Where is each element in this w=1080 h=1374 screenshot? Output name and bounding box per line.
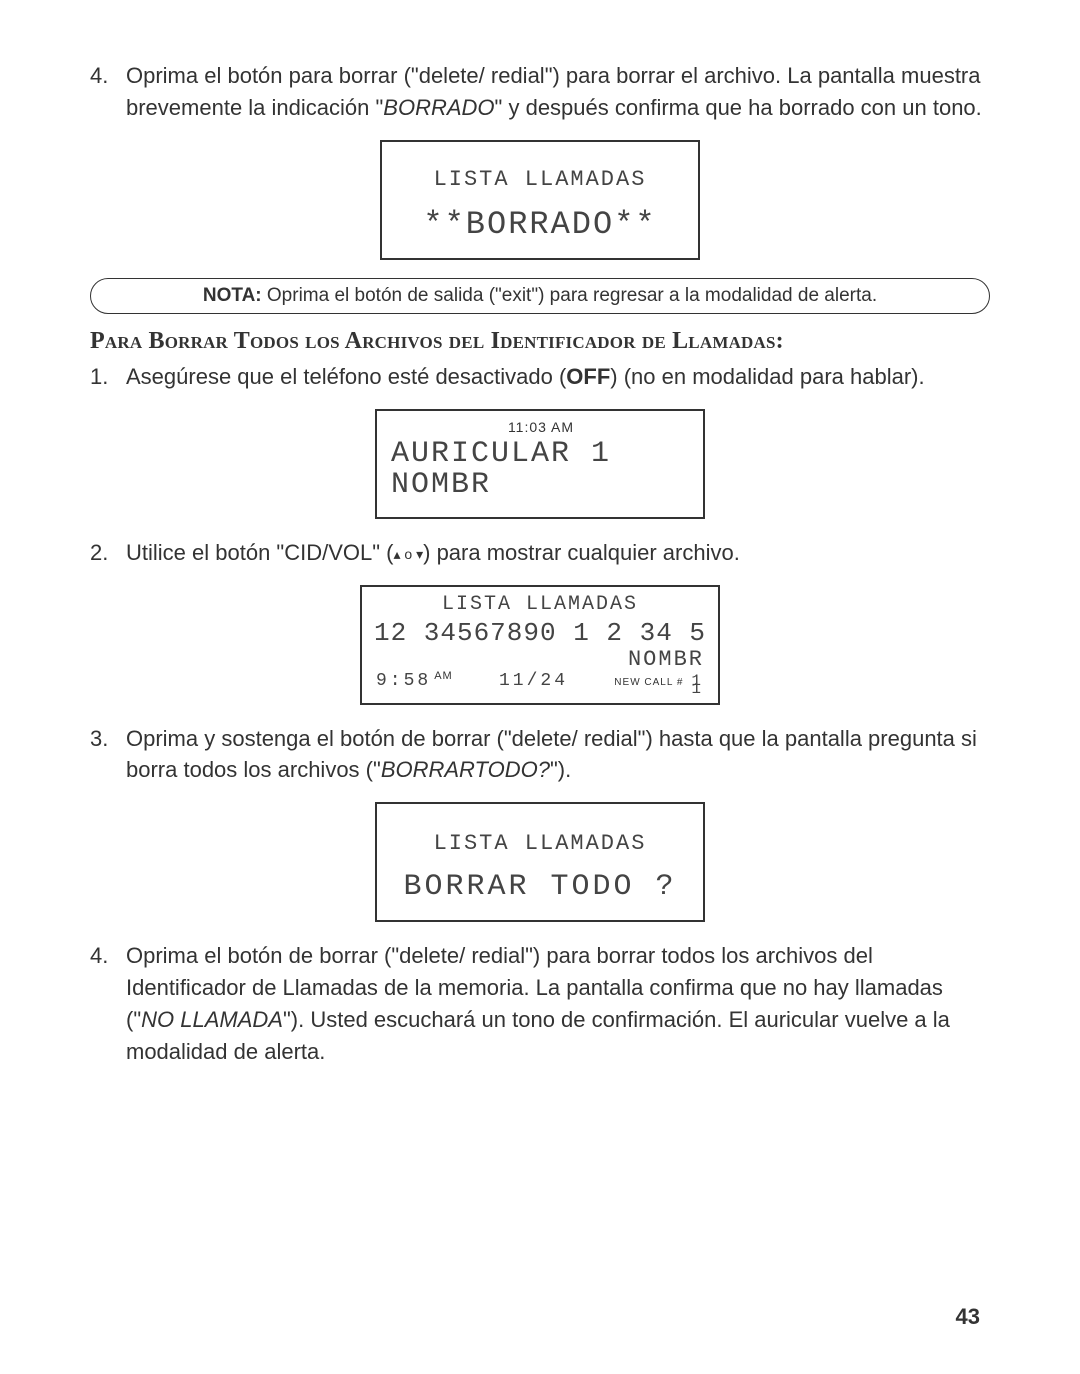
page-number: 43 bbox=[956, 1304, 980, 1330]
note-rest: Oprima el botón de salida ("exit") para … bbox=[262, 285, 877, 306]
step-2-arrows: ▴ o ▾ bbox=[394, 544, 424, 564]
lcd1-line2: **BORRADO** bbox=[423, 206, 656, 243]
lcd2-time: 11:03 AM bbox=[391, 419, 691, 435]
lcd3-newcall-label: NEW CALL # bbox=[614, 678, 683, 687]
step-1-num: 1. bbox=[90, 361, 126, 393]
step-4a-body: Oprima el botón para borrar ("delete/ re… bbox=[126, 60, 990, 124]
step-1-pre: Asegúrese que el teléfono esté desactiva… bbox=[126, 364, 566, 389]
lcd3-time: 9:58 bbox=[376, 671, 431, 691]
step-3-ital: BORRARTODO? bbox=[381, 757, 550, 782]
step-4a-ital: BORRADO bbox=[383, 95, 494, 120]
lcd3-number: 12 34567890 1 2 34 5 bbox=[370, 618, 710, 648]
lcd4-top: LISTA LLAMADAS bbox=[434, 831, 647, 856]
step-3-post: "). bbox=[550, 757, 571, 782]
step-3-body: Oprima y sostenga el botón de borrar ("d… bbox=[126, 723, 990, 787]
step-2-body: Utilice el botón "CID/VOL" (▴ o ▾) para … bbox=[126, 537, 990, 569]
step-3: 3. Oprima y sostenga el botón de borrar … bbox=[90, 723, 990, 787]
step-4a-post: " y después confirma que ha borrado con … bbox=[495, 95, 982, 120]
note-bold: NOTA: bbox=[203, 285, 262, 306]
lcd3-newcall: NEW CALL # bbox=[614, 678, 683, 687]
lcd3-am: AM bbox=[434, 670, 453, 682]
lcd2-line2: NOMBR bbox=[391, 470, 491, 500]
step-3-num: 3. bbox=[90, 723, 126, 787]
lcd1-line1: LISTA LLAMADAS bbox=[434, 167, 647, 192]
lcd-lista: LISTA LLAMADAS 12 34567890 1 2 34 5 NOMB… bbox=[360, 585, 720, 705]
lcd-auricular: 11:03 AM AURICULAR 1 NOMBR bbox=[375, 409, 705, 519]
lcd-borrado: LISTA LLAMADAS **BORRADO** bbox=[380, 140, 700, 260]
step-1-body: Asegúrese que el teléfono esté desactiva… bbox=[126, 361, 990, 393]
lcd3-top: LISTA LLAMADAS bbox=[370, 593, 710, 616]
step-1-post: ) (no en modalidad para hablar). bbox=[610, 364, 924, 389]
step-2-pre: Utilice el botón "CID/VOL" ( bbox=[126, 540, 394, 565]
lcd3-date: 11/24 bbox=[453, 671, 615, 691]
step-2-num: 2. bbox=[90, 537, 126, 569]
step-4a-num: 4. bbox=[90, 60, 126, 124]
step-2-post: ) para mostrar cualquier archivo. bbox=[423, 540, 740, 565]
note-box: NOTA: Oprima el botón de salida ("exit")… bbox=[90, 278, 990, 314]
step-4b-body: Oprima el botón de borrar ("delete/ redi… bbox=[126, 940, 990, 1068]
step-1: 1. Asegúrese que el teléfono esté desact… bbox=[90, 361, 990, 393]
step-4a: 4. Oprima el botón para borrar ("delete/… bbox=[90, 60, 990, 124]
step-4b-ital: NO LLAMADA bbox=[141, 1007, 283, 1032]
lcd3-newcall-val: 1 1 bbox=[691, 677, 704, 695]
lcd2-line1: AURICULAR 1 bbox=[391, 439, 611, 471]
section-heading: Para Borrar Todos los Archivos del Ident… bbox=[90, 328, 990, 355]
lcd4-big: BORRAR TODO ? bbox=[403, 870, 676, 904]
step-4b-num: 4. bbox=[90, 940, 126, 1068]
lcd-borrar-todo: LISTA LLAMADAS BORRAR TODO ? bbox=[375, 802, 705, 922]
step-1-bold: OFF bbox=[566, 364, 610, 389]
lcd3-bottom-row: 9:58AM 11/24 NEW CALL # 1 1 bbox=[370, 671, 710, 695]
lcd3-nombr: NOMBR bbox=[370, 648, 710, 671]
step-4b: 4. Oprima el botón de borrar ("delete/ r… bbox=[90, 940, 990, 1068]
step-2: 2. Utilice el botón "CID/VOL" (▴ o ▾) pa… bbox=[90, 537, 990, 569]
